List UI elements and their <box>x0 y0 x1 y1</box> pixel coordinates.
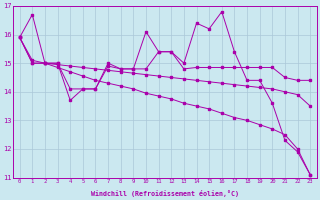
X-axis label: Windchill (Refroidissement éolien,°C): Windchill (Refroidissement éolien,°C) <box>91 190 239 197</box>
